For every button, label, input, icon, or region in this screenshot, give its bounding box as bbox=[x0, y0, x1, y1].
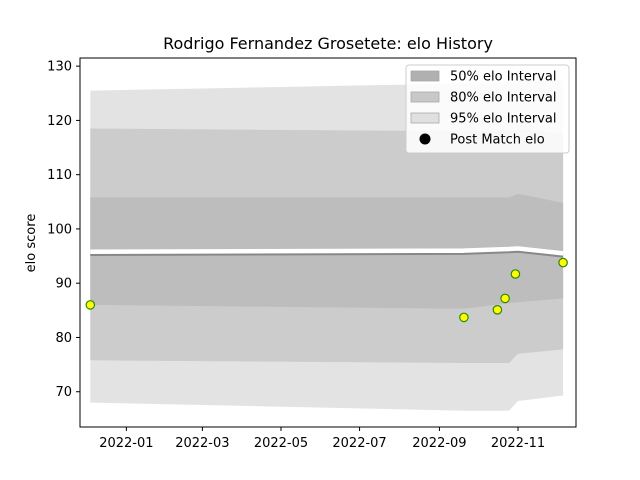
post-match-point bbox=[85, 300, 96, 310]
legend-label: 80% elo Interval bbox=[450, 91, 557, 106]
post-match-point bbox=[510, 269, 521, 279]
y-tick-label: 120 bbox=[47, 114, 72, 129]
legend-label: 95% elo Interval bbox=[450, 112, 557, 127]
x-tick-label: 2022-03 bbox=[175, 436, 229, 451]
legend-swatch bbox=[410, 70, 440, 82]
y-tick-label: 110 bbox=[47, 168, 72, 183]
y-tick-label: 100 bbox=[47, 222, 72, 237]
legend-label: Post Match elo bbox=[450, 133, 545, 148]
post-match-point bbox=[459, 312, 469, 323]
x-tick-label: 2022-01 bbox=[99, 436, 153, 451]
y-tick-label: 90 bbox=[55, 277, 72, 292]
plot-area bbox=[85, 80, 568, 411]
y-tick-label: 70 bbox=[55, 385, 72, 400]
y-axis-label: elo score bbox=[24, 214, 39, 273]
chart-title: Rodrigo Fernandez Grosetete: elo History bbox=[163, 34, 493, 53]
x-tick-label: 2022-11 bbox=[491, 436, 545, 451]
mean-line-halo bbox=[90, 246, 564, 257]
legend: 50% elo Interval 80% elo Interval 95% elo … bbox=[405, 64, 570, 154]
plot-frame bbox=[79, 57, 577, 428]
legend-swatch bbox=[410, 91, 440, 103]
mean-elo-line bbox=[90, 250, 564, 258]
legend-marker bbox=[419, 133, 431, 145]
post-match-point bbox=[500, 293, 510, 304]
x-tick-label: 2022-09 bbox=[412, 436, 466, 451]
axes: 70 80 90 100 110 120 130 2022-01 2022-03 2022-05 2… bbox=[47, 60, 545, 451]
y-tick-label: 130 bbox=[47, 60, 72, 75]
post-match-point bbox=[558, 257, 568, 268]
x-tick-label: 2022-05 bbox=[254, 436, 308, 451]
legend-box bbox=[405, 64, 570, 154]
post-match-point bbox=[492, 304, 503, 315]
y-tick-label: 80 bbox=[55, 331, 72, 346]
x-tick-label: 2022-07 bbox=[332, 436, 386, 451]
legend-swatch bbox=[410, 112, 440, 124]
legend-label: 50% elo Interval bbox=[450, 70, 557, 85]
